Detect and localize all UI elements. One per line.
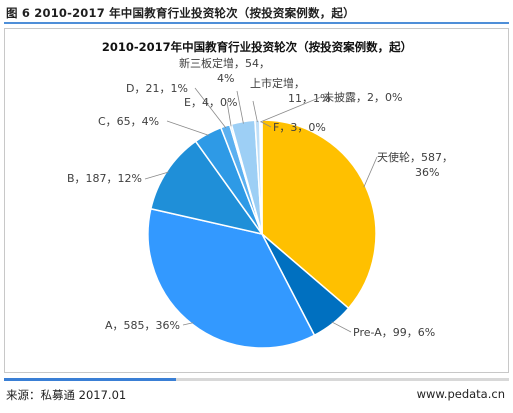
pie-slices xyxy=(147,119,377,349)
leader-line-8 xyxy=(236,90,244,124)
source-note: 来源：私募通 2017.01 xyxy=(6,388,127,402)
slice-label-9: 上市定增， xyxy=(250,76,305,90)
slice-label-2: Pre-A，99，6% xyxy=(353,326,435,339)
pie-slice-4 xyxy=(149,140,264,236)
slice-label-10: 未披露，2，0% xyxy=(323,90,402,104)
website-note: www.pedata.cn xyxy=(416,387,505,401)
slice-label-6: D，21，1% xyxy=(126,82,188,95)
leader-line-10 xyxy=(260,96,322,123)
chart-title: 2010-2017年中国教育行业投资轮次（按投资案例数，起） xyxy=(102,40,412,54)
figure-caption: 图 6 2010-2017 年中国教育行业投资轮次（按投资案例数，起） xyxy=(6,6,355,20)
slice-label-1-line2: 36% xyxy=(415,166,439,179)
slice-label-8-line2: 4% xyxy=(217,72,234,85)
leader-line-3 xyxy=(182,322,194,326)
leader-line-7 xyxy=(226,101,232,127)
bottom-rule xyxy=(4,378,509,381)
bottom-rule-accent xyxy=(4,378,176,381)
top-rule xyxy=(4,22,509,24)
pie-slice-1 xyxy=(261,119,377,310)
leader-line-4 xyxy=(144,171,169,180)
slice-label-8: 新三板定增，54， xyxy=(179,56,270,70)
slice-label-9-line2: 11，1% xyxy=(288,92,330,105)
leader-line-5 xyxy=(166,120,209,136)
slice-label-11: F，3，0% xyxy=(273,121,326,134)
chart-frame: 2010-2017年中国教育行业投资轮次（按投资案例数，起） 天使轮，587， 3… xyxy=(4,28,509,373)
slice-label-3: A，585，36% xyxy=(105,319,180,332)
slice-label-4: B，187，12% xyxy=(67,172,142,185)
leader-line-6 xyxy=(194,87,227,129)
leader-line-1 xyxy=(363,156,378,188)
leader-line-11 xyxy=(261,121,272,128)
leader-line-2 xyxy=(331,321,352,333)
pie-slice-11 xyxy=(259,119,263,235)
slice-label-1: 天使轮，587， xyxy=(377,150,453,164)
slice-label-7: E，4，0% xyxy=(184,96,237,109)
pie-chart: 2010-2017年中国教育行业投资轮次（按投资案例数，起） 天使轮，587， 3… xyxy=(67,40,453,349)
pie-slice-3 xyxy=(147,207,316,349)
slice-label-5: C，65，4% xyxy=(98,115,159,128)
leader-line-9 xyxy=(252,100,258,123)
pie-labels: 天使轮，587， 36% Pre-A，99，6% A，585，36% B，187，12%… xyxy=(67,56,453,339)
